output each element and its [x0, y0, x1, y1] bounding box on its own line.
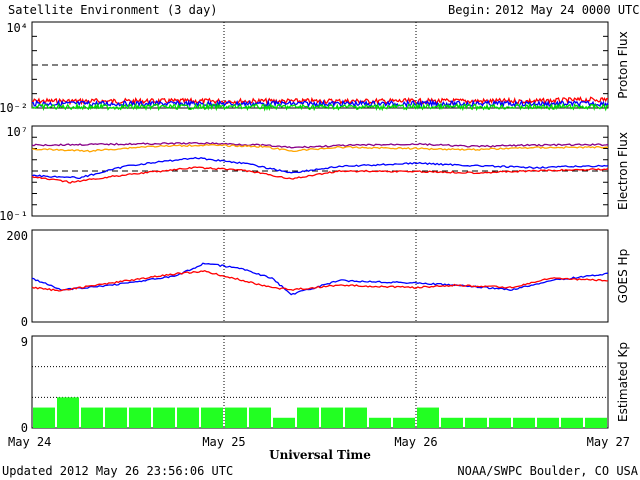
kp-bar: [345, 407, 367, 428]
panel-4: 9 0 Estimated Kp: [21, 335, 630, 435]
kp-bar: [201, 407, 223, 428]
y-axis-label: GOES Hp: [616, 249, 630, 303]
series-line-2: [31, 143, 609, 153]
series-line-1: [31, 262, 609, 296]
begin-label: Begin:: [448, 3, 491, 17]
chart-title: Satellite Environment (3 day): [8, 3, 218, 17]
kp-bar: [489, 417, 511, 428]
kp-bar: [177, 407, 199, 428]
kp-bar: [297, 407, 319, 428]
y-tick-bottom: 0: [21, 315, 28, 329]
y-tick-bottom: 10⁻¹: [0, 209, 28, 223]
kp-bar: [81, 407, 103, 428]
kp-bar: [321, 407, 343, 428]
kp-bar: [441, 417, 463, 428]
series-line-2: [31, 269, 609, 292]
panel-frame: [31, 21, 609, 109]
x-tick-label: May 24: [8, 435, 51, 449]
panel-2: 10⁷ 10⁻¹ Electron Flux: [0, 125, 630, 223]
y-tick-top: 9: [21, 335, 28, 349]
x-axis-title: Universal Time: [269, 448, 371, 462]
kp-bar: [585, 417, 607, 428]
series-line-3: [31, 101, 609, 112]
series-line-4: [31, 166, 609, 184]
y-tick-bottom: 10⁻²: [0, 101, 28, 115]
kp-bar: [105, 407, 127, 428]
y-axis-label: Electron Flux: [616, 132, 630, 210]
panel-3: 200 0 GOES Hp: [6, 229, 630, 329]
y-axis-label: Estimated Kp: [616, 342, 630, 422]
y-tick-top: 10⁴: [6, 21, 28, 35]
kp-bar: [537, 417, 559, 428]
series-line-1: [31, 141, 609, 149]
y-tick-top: 200: [6, 229, 28, 243]
y-axis-label: Proton Flux: [616, 31, 630, 98]
panel-frame: [31, 229, 609, 323]
credit: NOAA/SWPC Boulder, CO USA: [457, 464, 638, 478]
kp-bar: [273, 417, 295, 428]
kp-bar: [153, 407, 175, 428]
kp-bar: [57, 397, 79, 428]
x-tick-label: May 27: [587, 435, 630, 449]
panel-1: 10⁴ 10⁻² Proton Flux: [0, 21, 630, 115]
kp-bar: [417, 407, 439, 428]
y-tick-top: 10⁷: [6, 125, 28, 139]
kp-bar: [393, 417, 415, 428]
series-line-1: [31, 96, 609, 106]
x-tick-label: May 25: [202, 435, 245, 449]
kp-bar: [129, 407, 151, 428]
y-tick-bottom: 0: [21, 421, 28, 435]
x-tick-label: May 26: [394, 435, 437, 449]
updated-timestamp: Updated 2012 May 26 23:56:06 UTC: [2, 464, 233, 478]
kp-bar: [369, 417, 391, 428]
begin-value: 2012 May 24 0000 UTC: [495, 3, 640, 17]
kp-bar: [225, 407, 247, 428]
kp-bar: [33, 407, 55, 428]
kp-bar: [249, 407, 271, 428]
kp-bar: [465, 417, 487, 428]
kp-bar: [561, 417, 583, 428]
series-line-3: [31, 156, 609, 180]
panels: 10⁴ 10⁻² Proton Flux 10⁷ 10⁻¹ Electron Flux 20…: [0, 21, 630, 449]
kp-bar: [513, 417, 535, 428]
